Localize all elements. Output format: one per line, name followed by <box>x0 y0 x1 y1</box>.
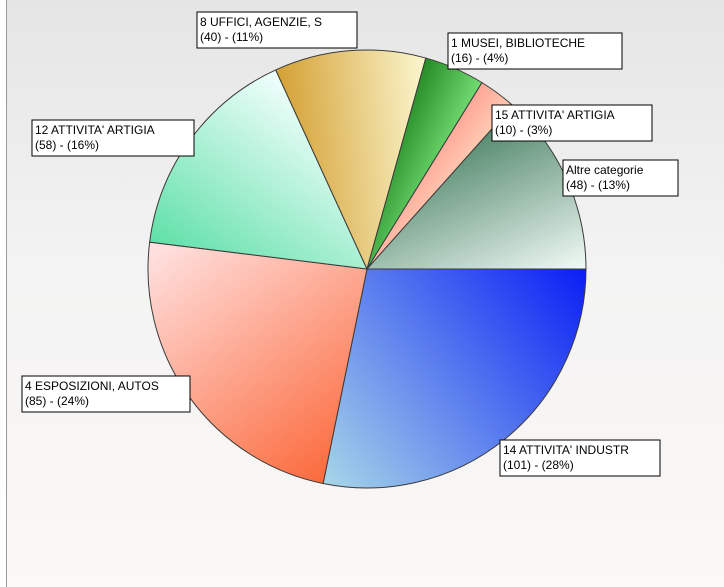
slice-label-value: (16) - (4%) <box>451 51 508 65</box>
pie-slice-14-attivita-industr <box>322 268 587 489</box>
slice-label-14-attivita-industr: 14 ATTIVITA' INDUSTR(101) - (28%) <box>499 439 661 477</box>
slice-label-name: 12 ATTIVITA' ARTIGIA <box>35 123 155 137</box>
slice-label-name: 4 ESPOSIZIONI, AUTOS <box>25 379 159 393</box>
slice-label-altre-categorie: Altre categorie(48) - (13%) <box>562 159 679 197</box>
slice-label-box <box>491 104 653 142</box>
slice-label-value: (48) - (13%) <box>566 178 630 192</box>
slice-label-box <box>562 159 679 197</box>
slice-label-name: 15 ATTIVITA' ARTIGIA <box>495 108 615 122</box>
slice-label-1-musei-biblioteche: 1 MUSEI, BIBLIOTECHE(16) - (4%) <box>447 32 623 70</box>
slice-label-value: (58) - (16%) <box>35 138 99 152</box>
slice-label-value: (40) - (11%) <box>200 30 263 44</box>
slice-label-15-attivita-artigia: 15 ATTIVITA' ARTIGIA(10) - (3%) <box>491 104 653 142</box>
slice-label-box <box>21 375 191 413</box>
pie-slice-8-uffici-agenzie-s <box>275 49 427 271</box>
slice-label-box <box>196 11 358 49</box>
slice-label-8-uffici-agenzie-s: 8 UFFICI, AGENZIE, S(40) - (11%) <box>196 11 358 49</box>
slice-label-box <box>447 32 623 70</box>
slice-label-name: 8 UFFICI, AGENZIE, S <box>200 15 322 29</box>
slice-label-box <box>31 119 195 157</box>
slice-label-value: (101) - (28%) <box>503 458 574 472</box>
slice-label-12-attivita-artigia: 12 ATTIVITA' ARTIGIA(58) - (16%) <box>31 119 195 157</box>
slices-layer <box>147 49 587 489</box>
slice-label-box <box>499 439 661 477</box>
slice-label-value: (10) - (3%) <box>495 123 552 137</box>
slice-label-name: Altre categorie <box>566 163 644 177</box>
labels-layer: 14 ATTIVITA' INDUSTR(101) - (28%) 4 ESPOS… <box>21 11 679 477</box>
slice-label-name: 1 MUSEI, BIBLIOTECHE <box>451 36 585 50</box>
slice-label-value: (85) - (24%) <box>25 394 89 408</box>
slice-label-name: 14 ATTIVITA' INDUSTR <box>503 443 629 457</box>
slice-label-4-esposizioni-autos: 4 ESPOSIZIONI, AUTOS(85) - (24%) <box>21 375 191 413</box>
